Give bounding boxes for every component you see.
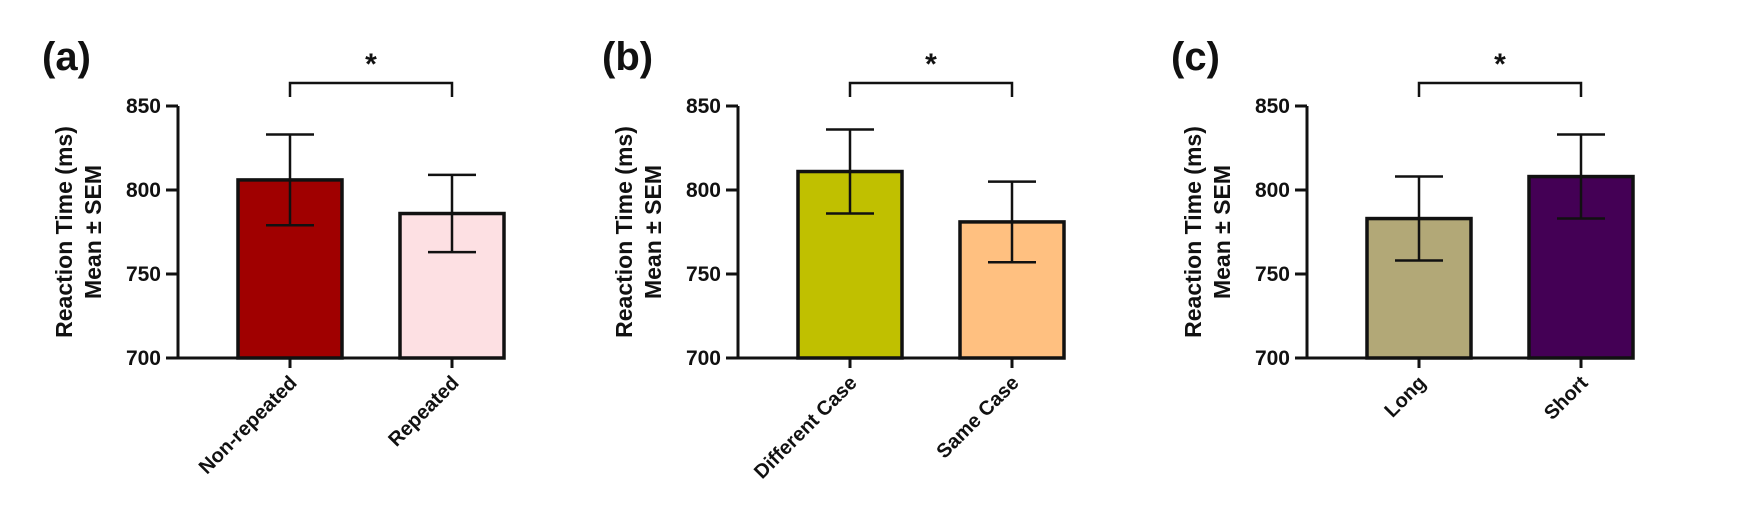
x-category-label: Repeated [384,372,463,451]
y-tick-label: 850 [126,95,161,118]
y-tick-label: 700 [1255,347,1290,370]
y-tick-label: 850 [1255,95,1290,118]
panel-b: (b) Reaction Time (ms) Mean ± SEM 700 750 800… [602,35,1066,483]
panel-label: (a) [42,35,91,79]
x-category-label: Short [1540,372,1593,425]
y-tick-label: 750 [686,263,721,286]
y-tick-label: 800 [1255,179,1290,202]
y-axis-title: Reaction Time (ms) [611,126,637,338]
y-tick-label: 700 [686,347,721,370]
significance-star: * [925,48,937,81]
x-category-label: Non-repeated [195,372,302,479]
x-category-label: Different Case [750,372,861,483]
y-axis-title: Reaction Time (ms) [1180,126,1206,338]
panel-c: (c) Reaction Time (ms) Mean ± SEM 700 750 800… [1171,35,1635,425]
y-tick-label: 700 [126,347,161,370]
y-axis-subtitle: Mean ± SEM [80,165,106,299]
significance-bracket [1417,81,1583,97]
significance-star: * [365,48,377,81]
y-axis-subtitle: Mean ± SEM [1209,165,1235,299]
y-tick-label: 750 [126,263,161,286]
significance-bracket [288,81,454,97]
y-axis-title: Reaction Time (ms) [51,126,77,338]
y-tick-label: 800 [686,179,721,202]
panel-label: (b) [602,35,653,79]
y-tick-label: 850 [686,95,721,118]
panel-a: (a) Reaction Time (ms) Mean ± SEM 700 750 800… [42,35,506,479]
y-axis-subtitle: Mean ± SEM [640,165,666,299]
significance-bracket [848,81,1014,97]
x-category-label: Long [1380,372,1430,422]
x-category-label: Same Case [932,372,1023,463]
significance-star: * [1494,48,1506,81]
y-tick-label: 800 [126,179,161,202]
y-tick-label: 750 [1255,263,1290,286]
panel-label: (c) [1171,35,1220,79]
